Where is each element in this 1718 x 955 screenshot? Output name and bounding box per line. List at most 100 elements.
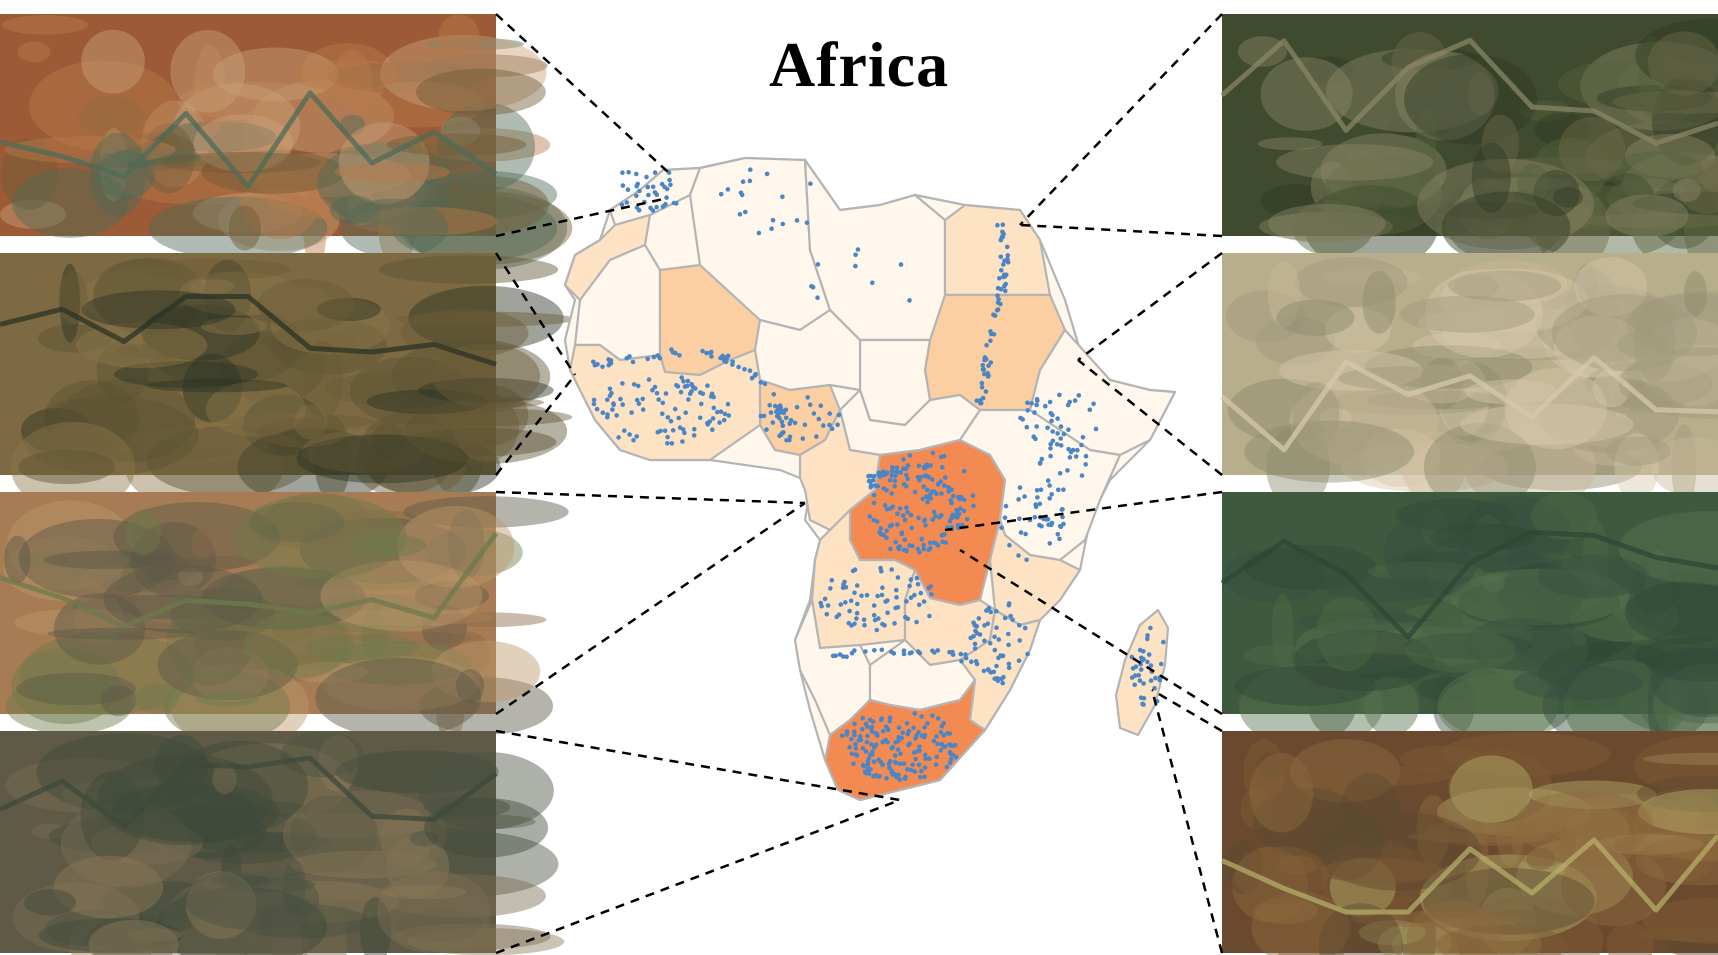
sample-point	[999, 525, 1004, 531]
sample-point	[928, 496, 934, 501]
sample-point	[933, 514, 938, 519]
sample-point	[882, 623, 887, 628]
sample-point	[794, 218, 800, 223]
sample-point	[917, 775, 923, 780]
sample-point	[677, 353, 682, 358]
sample-point	[950, 512, 955, 518]
leader-line	[495, 13, 669, 173]
sample-point	[938, 748, 944, 753]
sample-point	[634, 193, 639, 199]
sample-point	[824, 611, 830, 617]
sample-point	[748, 167, 753, 172]
sample-point	[1045, 478, 1051, 483]
sample-point	[1132, 682, 1137, 688]
sample-point	[1060, 507, 1065, 512]
sample-point	[595, 362, 600, 367]
sample-point	[718, 409, 724, 415]
sample-point	[680, 439, 685, 444]
sample-point	[1141, 696, 1147, 701]
sample-point	[1024, 424, 1030, 430]
leader-lines	[494, 13, 1224, 955]
sample-point	[622, 428, 627, 433]
sample-point	[630, 359, 636, 365]
sample-point	[940, 465, 945, 470]
sample-point	[1055, 416, 1060, 421]
sample-point	[925, 499, 930, 505]
sample-point	[889, 567, 894, 572]
sample-point	[951, 493, 956, 499]
sample-point	[1029, 401, 1034, 406]
sample-point	[1035, 495, 1040, 500]
sample-point	[908, 512, 914, 518]
sample-point	[1008, 613, 1013, 619]
sample-point	[718, 355, 723, 361]
sample-point	[904, 721, 910, 726]
sample-point	[794, 404, 800, 410]
sample-point	[1010, 617, 1015, 623]
sample-point	[1075, 447, 1080, 453]
sample-point	[868, 473, 873, 479]
sample-point	[591, 359, 596, 365]
sample-point	[849, 650, 855, 656]
sample-point	[646, 192, 651, 198]
sample-point	[879, 592, 885, 598]
sample-point	[1050, 412, 1055, 418]
sample-point	[1080, 435, 1086, 440]
sample-point	[730, 359, 735, 365]
sample-point	[885, 610, 890, 615]
sample-point	[904, 505, 909, 511]
sample-point	[678, 389, 684, 395]
sample-point	[1153, 675, 1158, 681]
sample-point	[871, 759, 877, 764]
sample-point	[756, 230, 762, 236]
sample-point	[634, 205, 640, 210]
sample-point	[784, 438, 789, 443]
sample-point	[771, 392, 777, 397]
sample-point	[896, 734, 901, 740]
sample-point	[905, 509, 910, 515]
sample-point	[685, 383, 690, 389]
sample-point	[859, 593, 864, 599]
sample-point	[922, 517, 928, 523]
sample-point	[705, 383, 710, 389]
sample-point	[923, 523, 928, 528]
sample-point	[929, 592, 934, 597]
sample-point	[916, 515, 921, 521]
sample-point	[827, 411, 832, 416]
sample-point	[901, 761, 907, 766]
sample-point	[673, 350, 678, 356]
sample-point	[1072, 398, 1078, 403]
sample-point	[654, 204, 659, 210]
sample-point	[881, 486, 886, 491]
sample-point	[600, 410, 606, 416]
sample-point	[618, 396, 623, 402]
sample-point	[594, 406, 600, 412]
sample-point	[827, 422, 832, 428]
sample-point	[946, 489, 951, 494]
sample-point	[863, 749, 869, 754]
sample-point	[923, 756, 928, 761]
sample-point	[697, 415, 703, 421]
sample-point	[886, 761, 892, 767]
sample-point	[607, 386, 613, 392]
sample-point	[852, 590, 857, 596]
sample-point	[1000, 222, 1006, 227]
sample-point	[1017, 638, 1022, 643]
sample-point	[885, 739, 890, 745]
sample-point	[814, 434, 819, 439]
sample-point	[917, 748, 922, 753]
sample-point	[1000, 680, 1005, 686]
sample-point	[900, 730, 905, 736]
sample-point	[689, 389, 694, 394]
sample-point	[634, 171, 639, 177]
sample-point	[753, 371, 758, 377]
thumb-congo-wetland	[1220, 492, 1718, 752]
sample-point	[880, 762, 885, 768]
sample-point	[947, 518, 953, 524]
sample-point	[1002, 274, 1008, 279]
sample-point	[938, 729, 944, 735]
sample-point	[969, 659, 974, 664]
sample-point	[764, 171, 770, 177]
sample-point	[871, 492, 877, 498]
